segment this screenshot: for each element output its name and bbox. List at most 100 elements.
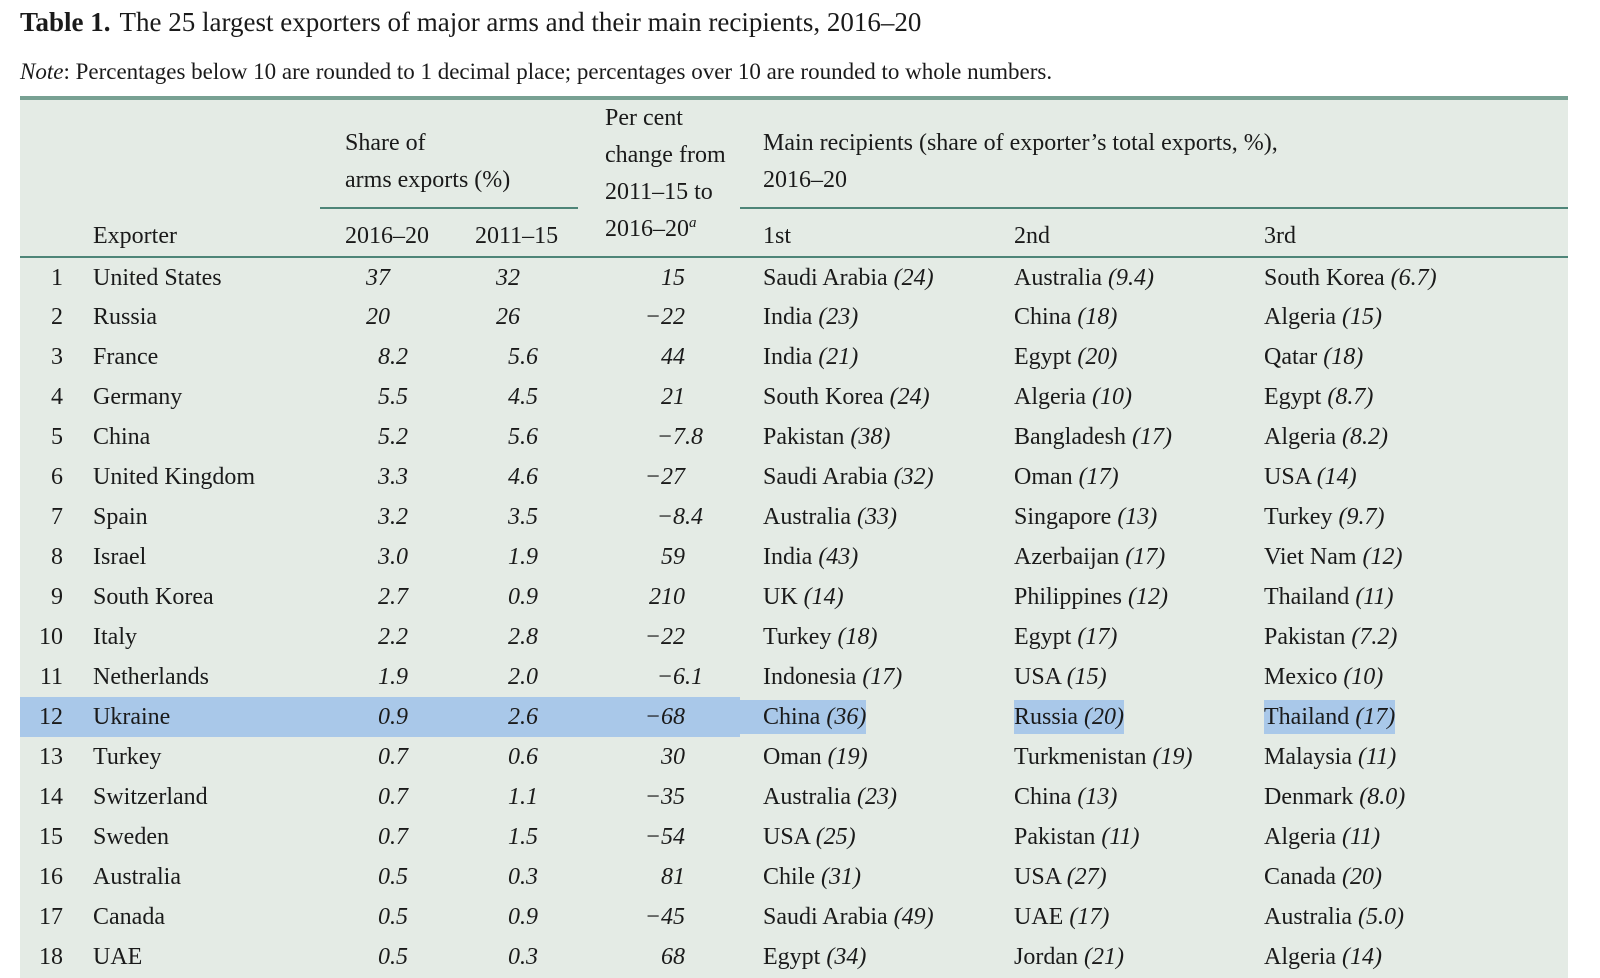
- exporter-cell[interactable]: Australia: [93, 864, 181, 890]
- recipient-2nd-cell[interactable]: China (13): [992, 777, 1245, 817]
- rank-cell[interactable]: 4: [51, 384, 63, 410]
- rank-cell[interactable]: 18: [39, 944, 63, 970]
- share-2016-20-cell[interactable]: 8.2: [378, 344, 408, 370]
- share-2011-15-cell[interactable]: 26: [496, 304, 520, 330]
- table-row[interactable]: 3 France 8.2 5.6 44 India (21) Egypt (20) Qatar…: [20, 337, 1568, 377]
- recipient-3rd-cell[interactable]: Canada (20): [1245, 857, 1568, 897]
- recipient-3rd-cell[interactable]: Pakistan (7.2): [1245, 617, 1568, 657]
- pct-change-cell[interactable]: −7.8: [656, 424, 703, 450]
- recipient-3rd-cell[interactable]: Algeria (8.2): [1245, 417, 1568, 457]
- recipient-1st-cell[interactable]: Australia (33): [740, 497, 992, 537]
- exporter-cell[interactable]: France: [93, 344, 159, 370]
- recipient-1st-cell[interactable]: UK (14): [740, 577, 992, 617]
- rank-cell[interactable]: 5: [51, 424, 63, 450]
- table-row[interactable]: 14 Switzerland 0.7 1.1 −35 Australia (23) Chin…: [20, 777, 1568, 817]
- share-2011-15-cell[interactable]: 4.5: [508, 384, 538, 410]
- rank-cell[interactable]: 10: [39, 624, 63, 650]
- share-2016-20-cell[interactable]: 3.2: [378, 504, 408, 530]
- recipient-3rd-cell[interactable]: Thailand (17): [1245, 697, 1568, 737]
- recipient-3rd-cell[interactable]: Turkey (9.7): [1245, 497, 1568, 537]
- share-2011-15-cell[interactable]: 32: [496, 264, 520, 291]
- recipient-3rd-cell[interactable]: USA (14): [1245, 457, 1568, 497]
- exporter-cell[interactable]: Spain: [93, 504, 148, 530]
- table-row[interactable]: 4 Germany 5.5 4.5 21 South Korea (24) Algeria …: [20, 377, 1568, 417]
- pct-change-cell[interactable]: 59: [661, 544, 685, 570]
- recipient-1st-cell[interactable]: USA (25): [740, 817, 992, 857]
- exporter-cell[interactable]: Canada: [93, 904, 165, 930]
- recipient-2nd-cell[interactable]: Azerbaijan (17): [992, 537, 1245, 577]
- recipient-1st-cell[interactable]: Saudi Arabia (32): [740, 457, 992, 497]
- recipient-1st-cell[interactable]: Saudi Arabia (49): [740, 897, 992, 937]
- recipient-3rd-cell[interactable]: Algeria (11): [1245, 817, 1568, 857]
- exporter-cell[interactable]: Russia: [93, 304, 158, 330]
- recipient-1st-cell[interactable]: China (36): [740, 697, 992, 737]
- table-row[interactable]: 16 Australia 0.5 0.3 81 Chile (31) USA (27) Can…: [20, 857, 1568, 897]
- share-2011-15-cell[interactable]: 2.8: [508, 624, 538, 650]
- exporter-cell[interactable]: Turkey: [93, 744, 162, 770]
- exporter-cell[interactable]: Italy: [93, 624, 137, 650]
- exporter-cell[interactable]: China: [93, 424, 151, 450]
- share-2016-20-cell[interactable]: 0.5: [378, 864, 408, 890]
- recipient-2nd-cell[interactable]: Oman (17): [992, 457, 1245, 497]
- recipient-3rd-cell[interactable]: Algeria (15): [1245, 297, 1568, 337]
- recipient-3rd-cell[interactable]: Australia (5.0): [1245, 897, 1568, 937]
- table-row[interactable]: 6 United Kingdom 3.3 4.6 −27 Saudi Arabia (32…: [20, 457, 1568, 497]
- share-2016-20-cell[interactable]: 37: [366, 264, 390, 291]
- table-row[interactable]: 5 China 5.2 5.6 −7.8 Pakistan (38) Bangladesh …: [20, 417, 1568, 457]
- recipient-2nd-cell[interactable]: Philippines (12): [992, 577, 1245, 617]
- share-2011-15-cell[interactable]: 5.6: [508, 344, 538, 370]
- rank-cell[interactable]: 1: [51, 264, 63, 291]
- recipient-2nd-cell[interactable]: UAE (17): [992, 897, 1245, 937]
- pct-change-cell[interactable]: −22: [644, 304, 685, 330]
- share-2016-20-cell[interactable]: 2.7: [378, 584, 408, 610]
- recipient-2nd-cell[interactable]: Turkmenistan (19): [992, 737, 1245, 777]
- pct-change-cell[interactable]: −54: [644, 824, 685, 850]
- recipient-1st-cell[interactable]: India (21): [740, 337, 992, 377]
- recipient-3rd-cell[interactable]: Thailand (11): [1245, 577, 1568, 617]
- share-2016-20-cell[interactable]: 0.7: [378, 784, 408, 810]
- rank-cell[interactable]: 7: [51, 504, 63, 530]
- recipient-3rd-cell[interactable]: Mexico (10): [1245, 657, 1568, 697]
- recipient-1st-cell[interactable]: Chile (31): [740, 857, 992, 897]
- table-row[interactable]: 1 United States 37 32 15 Saudi Arabia (24) Aus…: [20, 257, 1568, 297]
- recipient-2nd-cell[interactable]: Egypt (20): [992, 337, 1245, 377]
- pct-change-cell[interactable]: −45: [644, 904, 685, 930]
- recipient-1st-cell[interactable]: Australia (23): [740, 777, 992, 817]
- pct-change-cell[interactable]: −27: [644, 464, 685, 490]
- share-2011-15-cell[interactable]: 0.9: [508, 904, 538, 930]
- share-2016-20-cell[interactable]: 0.9: [320, 697, 445, 737]
- share-2016-20-cell[interactable]: 20: [366, 304, 390, 330]
- recipient-2nd-cell[interactable]: Russia (20): [992, 697, 1245, 737]
- exporter-cell[interactable]: Ukraine: [63, 697, 320, 737]
- share-2011-15-cell[interactable]: 0.6: [508, 744, 538, 770]
- share-2011-15-cell[interactable]: 2.0: [508, 664, 538, 690]
- recipient-2nd-cell[interactable]: Pakistan (11): [992, 817, 1245, 857]
- share-2011-15-cell[interactable]: 2.6: [445, 697, 578, 737]
- recipient-2nd-cell[interactable]: USA (15): [992, 657, 1245, 697]
- share-2016-20-cell[interactable]: 3.0: [378, 544, 408, 570]
- rank-cell[interactable]: 3: [51, 344, 63, 370]
- share-2011-15-cell[interactable]: 0.3: [508, 944, 538, 970]
- recipient-1st-cell[interactable]: South Korea (24): [740, 377, 992, 417]
- recipient-3rd-cell[interactable]: South Korea (6.7): [1245, 257, 1568, 297]
- pct-change-cell[interactable]: 68: [661, 944, 685, 970]
- pct-change-cell[interactable]: −6.1: [656, 664, 703, 690]
- recipient-2nd-cell[interactable]: USA (27): [992, 857, 1245, 897]
- recipient-3rd-cell[interactable]: Algeria (14): [1245, 937, 1568, 977]
- recipient-1st-cell[interactable]: Saudi Arabia (24): [740, 257, 992, 297]
- table-row[interactable]: 2 Russia 20 26 −22 India (23) China (18) Algeri…: [20, 297, 1568, 337]
- recipient-1st-cell[interactable]: Pakistan (38): [740, 417, 992, 457]
- share-2016-20-cell[interactable]: 2.2: [378, 624, 408, 650]
- table-row[interactable]: 18 UAE 0.5 0.3 68 Egypt (34) Jordan (21) Algeri…: [20, 937, 1568, 977]
- table-row[interactable]: 17 Canada 0.5 0.9 −45 Saudi Arabia (49) UAE (1…: [20, 897, 1568, 937]
- exporter-cell[interactable]: UAE: [93, 944, 143, 970]
- recipient-3rd-cell[interactable]: Denmark (8.0): [1245, 777, 1568, 817]
- recipient-2nd-cell[interactable]: Singapore (13): [992, 497, 1245, 537]
- table-row[interactable]: 7 Spain 3.2 3.5 −8.4 Australia (33) Singapore …: [20, 497, 1568, 537]
- pct-change-cell[interactable]: 30: [661, 744, 685, 770]
- share-2011-15-cell[interactable]: 0.9: [508, 584, 538, 610]
- recipient-1st-cell[interactable]: India (23): [740, 297, 992, 337]
- exporter-cell[interactable]: Switzerland: [93, 784, 208, 810]
- rank-cell[interactable]: 16: [39, 864, 63, 890]
- pct-change-cell[interactable]: −35: [644, 784, 685, 810]
